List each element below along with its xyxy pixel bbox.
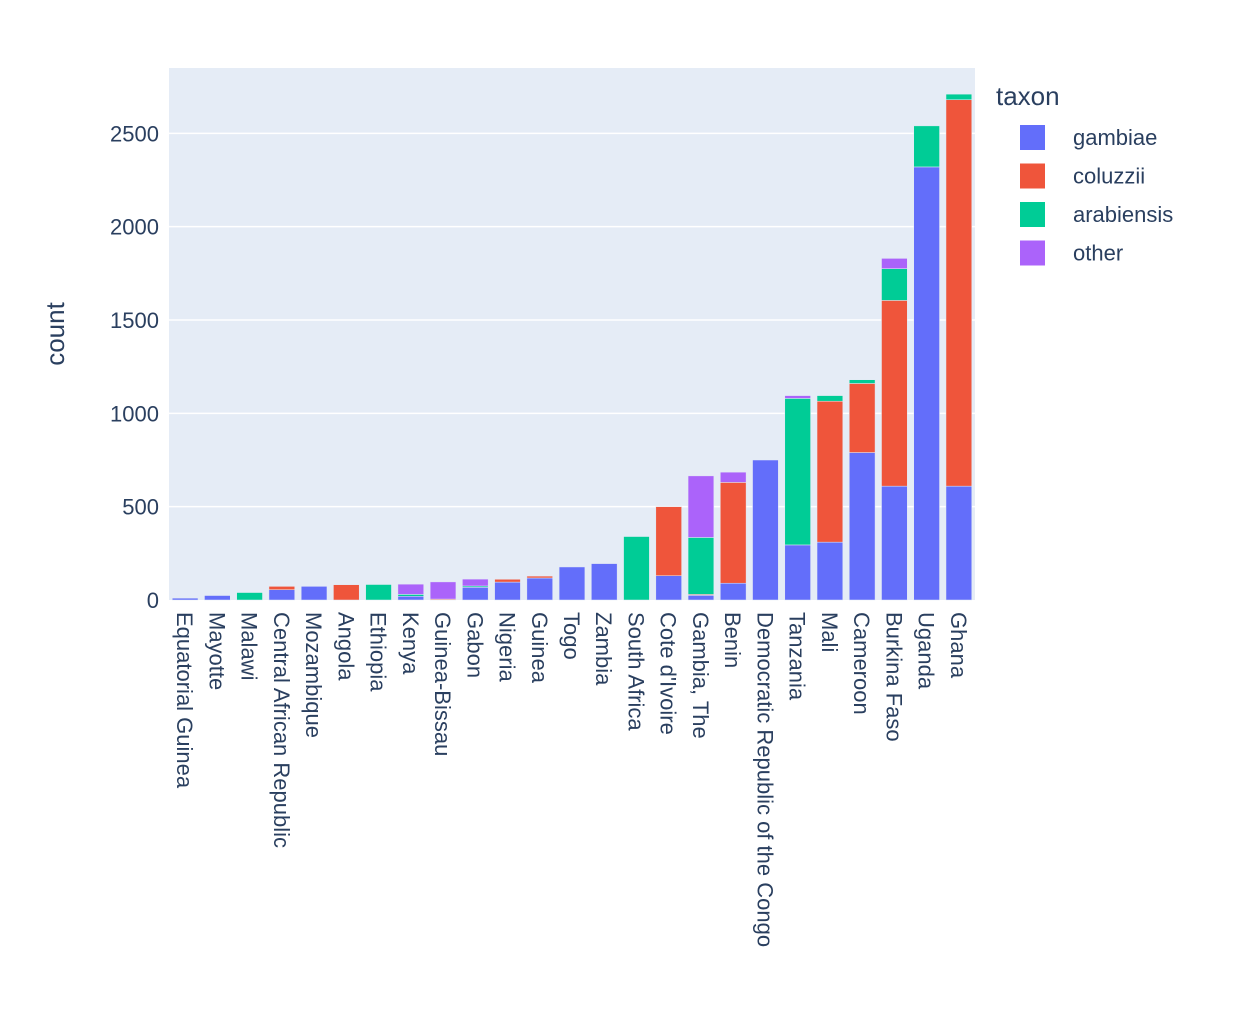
legend-swatch-other — [1020, 240, 1045, 266]
x-tick-label: Cameroon — [849, 612, 874, 715]
bar-segment-gambiae — [204, 595, 231, 601]
x-tick-label: Malawi — [237, 612, 262, 680]
bar-segment-arabiensis — [784, 398, 811, 546]
legend-swatch-gambiae — [1020, 125, 1045, 150]
bar-segment-arabiensis — [397, 594, 424, 597]
x-tick-labels: Equatorial Guinea Mayotte Malawi Central Af… — [172, 612, 971, 947]
bar-segment-arabiensis — [816, 395, 844, 402]
y-tick-label: 1500 — [110, 308, 159, 333]
x-tick-label: Togo — [559, 612, 584, 660]
bar-segment-other — [397, 583, 424, 595]
bar-segment-coluzzii — [945, 99, 973, 487]
bar-segment-gambiae — [526, 577, 553, 601]
x-tick-label: Gambia, The — [688, 612, 713, 739]
x-tick-label: Democratic Republic of the Congo — [752, 612, 777, 947]
x-tick-label: Benin — [720, 612, 745, 668]
x-tick-label: South Africa — [623, 612, 648, 731]
x-tick-label: Ghana — [946, 612, 971, 679]
y-tick-label: 1000 — [110, 401, 159, 426]
x-tick-label: Mayotte — [204, 612, 229, 690]
bar-segment-coluzzii — [494, 579, 521, 583]
bars — [171, 93, 973, 601]
bar-segment-gambiae — [816, 541, 844, 601]
x-tick-label: Guinea — [527, 612, 552, 684]
bar-segment-gambiae — [558, 566, 586, 601]
bar-segment-gambiae — [171, 597, 199, 601]
x-tick-label: Cote d'Ivoire — [656, 612, 681, 735]
y-tick-label: 500 — [122, 495, 159, 520]
bar-segment-other — [881, 258, 908, 269]
bar-segment-coluzzii — [881, 300, 908, 487]
bar-segment-arabiensis — [849, 379, 876, 384]
x-tick-label: Guinea-Bissau — [430, 612, 455, 756]
bar-segment-gambiae — [913, 166, 940, 601]
legend-label-other: other — [1073, 241, 1123, 266]
bar-segment-gambiae — [300, 586, 328, 601]
x-tick-label: Gabon — [462, 612, 487, 678]
bar-segment-coluzzii — [268, 586, 295, 590]
x-tick-label: Central African Republic — [269, 612, 294, 848]
bar-segment-coluzzii — [720, 482, 747, 584]
y-axis-title: count — [40, 301, 70, 365]
bar-segment-gambiae — [849, 452, 876, 601]
bar-segment-arabiensis — [881, 268, 908, 301]
legend-title: taxon — [996, 81, 1060, 111]
bar-segment-arabiensis — [945, 93, 973, 100]
x-tick-label: Uganda — [914, 612, 939, 690]
x-tick-label: Burkina Faso — [881, 612, 906, 742]
bar-segment-other — [720, 471, 747, 483]
bar-segment-coluzzii — [333, 584, 360, 601]
x-tick-label: Tanzania — [785, 612, 810, 701]
bar-segment-coluzzii — [816, 400, 844, 543]
bar-segment-other — [429, 581, 457, 600]
bar-segment-gambiae — [268, 589, 295, 601]
legend-label-arabiensis: arabiensis — [1073, 202, 1173, 227]
x-tick-label: Kenya — [398, 612, 423, 675]
bar-segment-gambiae — [945, 485, 973, 601]
x-tick-label: Mozambique — [301, 612, 326, 738]
legend-swatch-arabiensis — [1020, 202, 1045, 227]
bar-segment-other — [784, 395, 811, 399]
y-tick-label: 2500 — [110, 121, 159, 146]
x-tick-label: Mali — [817, 612, 842, 652]
legend-label-gambiae: gambiae — [1073, 125, 1157, 150]
legend-items: gambiae coluzzii arabiensis other — [1020, 125, 1173, 266]
x-tick-label: Zambia — [591, 612, 616, 686]
bar-segment-gambiae — [591, 563, 618, 601]
y-tick-labels: 0 500 1000 1500 2000 2500 — [110, 121, 159, 613]
y-tick-label: 2000 — [110, 215, 159, 240]
bar-segment-arabiensis — [365, 584, 392, 601]
bar-segment-arabiensis — [236, 592, 263, 601]
legend-label-coluzzii: coluzzii — [1073, 164, 1145, 189]
legend-swatch-coluzzii — [1020, 163, 1045, 189]
bar-segment-arabiensis — [913, 125, 940, 168]
bar-segment-gambiae — [784, 544, 811, 601]
x-tick-label: Angola — [333, 612, 358, 681]
x-tick-label: Ethiopia — [366, 612, 391, 692]
bar-segment-gambiae — [494, 581, 521, 601]
bar-segment-coluzzii — [526, 575, 553, 579]
y-tick-label: 0 — [147, 588, 159, 613]
bar-segment-gambiae — [720, 582, 747, 601]
bar-segment-gambiae — [752, 459, 779, 601]
bar-segment-arabiensis — [687, 537, 715, 595]
bar-segment-gambiae — [881, 485, 908, 601]
x-tick-label: Nigeria — [495, 612, 520, 682]
bar-segment-coluzzii — [849, 383, 876, 453]
legend: taxon gambiae coluzzii arabiensis other — [996, 81, 1173, 266]
x-tick-label: Equatorial Guinea — [172, 612, 197, 789]
bar-segment-other — [687, 475, 715, 538]
bar-segment-gambiae — [655, 575, 682, 601]
bar-segment-arabiensis — [623, 536, 650, 601]
bar-segment-coluzzii — [655, 506, 682, 576]
bar-segment-other — [462, 578, 489, 587]
bar-segment-gambiae — [687, 595, 715, 601]
bar-segment-gambiae — [462, 587, 489, 601]
bar-segment-gambiae — [397, 596, 424, 601]
